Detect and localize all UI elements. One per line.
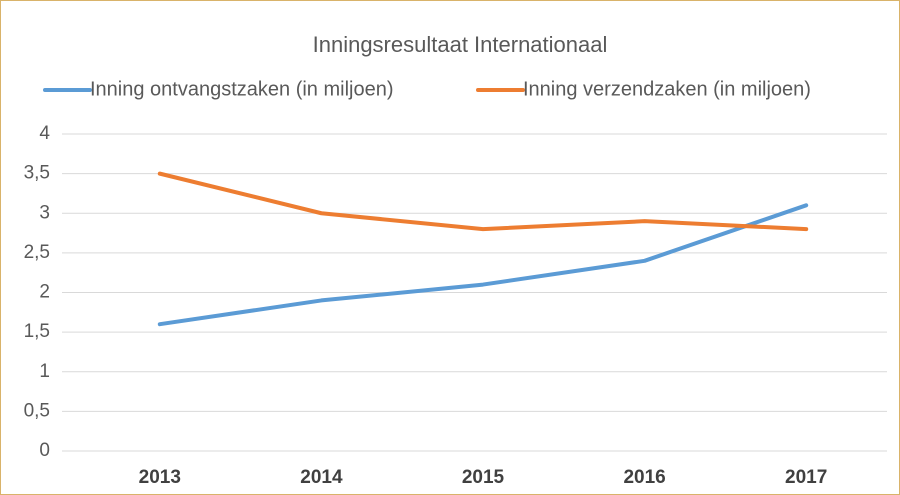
series-line: [157, 203, 809, 327]
y-tick-label: 4: [39, 123, 50, 144]
x-tick-label: 2014: [300, 467, 343, 488]
y-tick-label: 0,5: [24, 400, 50, 421]
x-tick-label: 2017: [785, 467, 827, 488]
chart-title: Inningsresultaat Internationaal: [313, 32, 608, 57]
series-line: [157, 171, 809, 232]
x-tick-label: 2013: [139, 467, 181, 488]
x-tick-label: 2016: [623, 467, 665, 488]
y-tick-label: 1: [39, 361, 50, 382]
y-tick-label: 2,5: [24, 242, 50, 263]
y-tick-label: 2: [39, 282, 50, 303]
legend-label: Inning ontvangstzaken (in miljoen): [90, 78, 394, 100]
y-tick-label: 3: [39, 202, 50, 223]
y-tick-label: 1,5: [24, 321, 50, 342]
y-tick-label: 0: [39, 440, 50, 461]
x-tick-label: 2015: [462, 467, 505, 488]
legend-label: Inning verzendzaken (in miljoen): [523, 78, 811, 100]
y-tick-label: 3,5: [24, 163, 50, 184]
